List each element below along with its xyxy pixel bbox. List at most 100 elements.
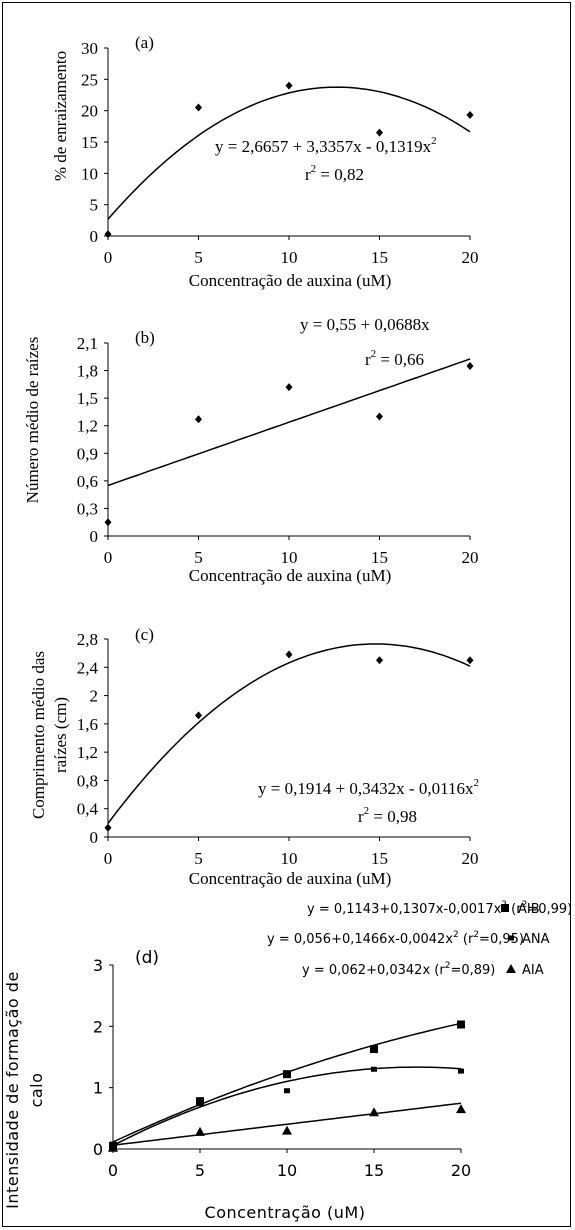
data-point-aia xyxy=(282,1125,292,1135)
data-point-aib xyxy=(457,1020,465,1029)
x-tick-label-d: 5 xyxy=(195,1161,205,1180)
data-point-b xyxy=(195,415,202,424)
fit-curve-ana xyxy=(112,1066,462,1147)
x-tick-label-b: 15 xyxy=(371,548,388,567)
data-point-aia xyxy=(456,1104,466,1114)
y-axis-title-b: Número médio de raízes xyxy=(23,337,42,504)
legend-label-ana: ANA xyxy=(522,932,550,947)
y-axis-title-d-line2: calo xyxy=(27,1073,46,1108)
x-tick-label-c: 20 xyxy=(462,849,479,868)
data-point-c xyxy=(466,656,474,665)
x-axis-title-c: Concentração de auxina (uM) xyxy=(189,869,392,888)
data-point-a xyxy=(104,230,112,239)
y-tick-label-a: 5 xyxy=(90,196,99,215)
x-tick-label-a: 10 xyxy=(281,248,298,267)
y-tick-label-a: 15 xyxy=(81,133,98,152)
fit-curve-a xyxy=(107,86,471,220)
legend-marker-ana xyxy=(508,935,514,941)
x-tick-label-b: 5 xyxy=(194,548,203,567)
y-axis-title-a: % de enraizamento xyxy=(51,51,70,181)
x-tick-label-b: 0 xyxy=(104,548,113,567)
fit-curve-b xyxy=(107,358,471,487)
x-tick-label-d: 0 xyxy=(108,1161,118,1180)
chart-d: (d) Intensidade de formação de calo Conc… xyxy=(3,900,572,1222)
data-point-c xyxy=(376,656,383,665)
panel-label-c: (c) xyxy=(135,625,154,644)
data-point-ana xyxy=(284,1088,290,1094)
x-tick-label-b: 20 xyxy=(462,548,479,567)
data-point-a xyxy=(195,103,202,112)
data-point-b xyxy=(466,361,474,370)
equation-aib: y = 0,1143+0,1307x-0,0017x2 (r2=0,99) xyxy=(307,900,572,917)
data-point-ana xyxy=(458,1068,464,1074)
x-tick-label-c: 0 xyxy=(104,849,113,868)
data-point-a xyxy=(376,128,383,137)
x-tick-label-a: 15 xyxy=(371,248,388,267)
y-tick-label-c: 0,8 xyxy=(77,771,98,790)
fit-curve-aia xyxy=(112,1102,462,1146)
y-tick-label-b: 0 xyxy=(90,527,99,546)
chart-b: (b) Número médio de raízes Concentração … xyxy=(23,315,479,585)
y-tick-label-c: 2,4 xyxy=(77,658,99,677)
fit-equation-c: y = 0,1914 + 0,3432x - 0,0116x2 xyxy=(258,777,479,798)
x-tick-label-a: 5 xyxy=(194,248,203,267)
x-tick-label-c: 5 xyxy=(194,849,203,868)
panel-label-a: (a) xyxy=(135,33,154,52)
r2-label-b: r2 = 0,66 xyxy=(365,348,424,369)
fit-curve-c xyxy=(107,643,471,824)
data-point-ana xyxy=(371,1066,377,1072)
data-point-aia xyxy=(108,1142,118,1152)
y-tick-label-b: 1,8 xyxy=(77,362,98,381)
r2-label-c: r2 = 0,98 xyxy=(358,805,417,826)
y-tick-label-b: 0,3 xyxy=(77,499,98,518)
chart-a: (a) % de enraizamento Concentração de au… xyxy=(51,33,479,290)
fit-equation-a: y = 2,6657 + 3,3357x - 0,1319x2 xyxy=(215,135,437,156)
y-tick-label-c: 0,4 xyxy=(77,800,99,819)
y-tick-label-b: 1,2 xyxy=(77,417,98,436)
y-tick-label-c: 1,6 xyxy=(77,715,98,734)
r2-label-a: r2 = 0,82 xyxy=(305,163,364,184)
data-point-a xyxy=(285,81,293,90)
data-point-b xyxy=(285,383,293,392)
x-tick-label-b: 10 xyxy=(281,548,298,567)
data-point-aib xyxy=(370,1045,378,1054)
y-tick-label-b: 0,9 xyxy=(77,444,98,463)
panel-label-d: (d) xyxy=(135,948,159,968)
y-tick-label-a: 25 xyxy=(81,70,98,89)
y-tick-label-a: 10 xyxy=(81,164,98,183)
y-tick-label-c: 0 xyxy=(90,828,99,847)
data-point-b xyxy=(376,412,383,421)
x-tick-label-a: 20 xyxy=(462,248,479,267)
legend-label-aib: AIB xyxy=(518,902,540,917)
chart-c: (c) Comprimento médio das raízes (cm) Co… xyxy=(29,625,479,888)
legend-label-aia: AIA xyxy=(522,963,544,978)
y-tick-label-c: 2 xyxy=(90,687,99,706)
x-tick-label-d: 20 xyxy=(451,1161,471,1180)
data-point-c xyxy=(285,650,293,659)
data-point-aib xyxy=(283,1070,291,1079)
y-tick-label-d: 2 xyxy=(93,1017,103,1036)
data-point-c xyxy=(195,711,202,720)
x-tick-label-c: 15 xyxy=(371,849,388,868)
panel-label-b: (b) xyxy=(135,328,155,347)
y-tick-label-a: 20 xyxy=(81,102,98,121)
y-tick-label-a: 30 xyxy=(81,39,98,58)
x-tick-label-d: 15 xyxy=(364,1161,384,1180)
equation-ana: y = 0,056+0,1466x-0,0042x2 (r2=0,95) xyxy=(267,930,524,947)
y-tick-label-b: 1,5 xyxy=(77,389,98,408)
equation-aia: y = 0,062+0,0342x (r2=0,89) xyxy=(302,961,495,978)
x-tick-label-d: 10 xyxy=(277,1161,297,1180)
y-tick-label-c: 2,8 xyxy=(77,630,98,649)
data-point-b xyxy=(104,518,112,527)
x-axis-title-d: Concentração (uM) xyxy=(205,1203,366,1222)
y-tick-label-d: 3 xyxy=(93,956,103,975)
y-tick-label-a: 0 xyxy=(90,227,99,246)
legend-marker-aib xyxy=(501,904,509,912)
legend-marker-aia xyxy=(506,964,516,973)
y-tick-label-c: 1,2 xyxy=(77,743,98,762)
y-tick-label-b: 0,6 xyxy=(77,472,98,491)
x-tick-label-a: 0 xyxy=(104,248,113,267)
fit-equation-b: y = 0,55 + 0,0688x xyxy=(300,315,430,334)
y-tick-label-b: 2,1 xyxy=(77,334,98,353)
